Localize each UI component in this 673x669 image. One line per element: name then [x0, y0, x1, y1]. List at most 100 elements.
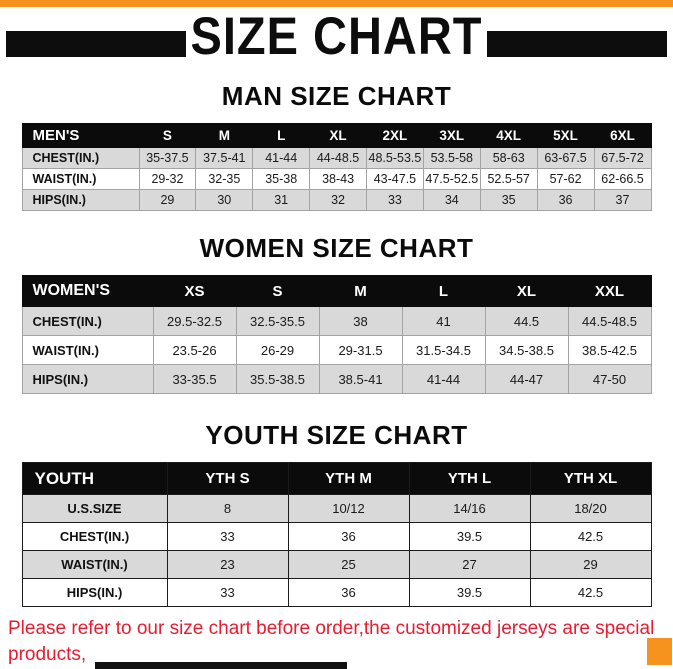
orange-top-bar — [0, 0, 673, 7]
table-cell: 48.5-53.5 — [366, 147, 424, 169]
row-label: HIPS(IN.) — [21, 189, 140, 211]
table-row: CHEST(IN.) 33 36 39.5 42.5 — [21, 522, 652, 551]
table-cell: 53.5-58 — [422, 147, 481, 169]
table-row: HIPS(IN.) 33-35.5 35.5-38.5 38.5-41 41-44 44-… — [21, 364, 652, 394]
footer-note-line1: Please refer to our size chart before or… — [8, 618, 655, 665]
table-cell: 27 — [408, 550, 531, 579]
column-header: M — [318, 275, 403, 307]
table-cell: 33-35.5 — [152, 364, 237, 394]
table-cell: 8 — [166, 494, 289, 523]
footer-note: Please refer to our size chart before or… — [8, 616, 673, 669]
table-cell: 67.5-72 — [593, 147, 652, 169]
column-header: XXL — [567, 275, 652, 307]
table-cell: 34.5-38.5 — [484, 335, 569, 365]
table-cell: 39.5 — [408, 522, 531, 551]
column-header: 2XL — [366, 123, 424, 148]
table-cell: 52.5-57 — [479, 168, 538, 190]
title-row: SIZE CHART — [0, 0, 673, 69]
women-size-table: WOMEN'S XS S M L XL XXL CHEST(IN.) 29.5-32.5 32.5… — [21, 275, 652, 394]
table-cell: 62-66.5 — [593, 168, 652, 190]
table-cell: 34 — [422, 189, 481, 211]
men-size-section: MAN SIZE CHART MEN'S S M L XL 2XL 3XL 4XL 5XL 6XL… — [0, 81, 673, 211]
column-header: YTH L — [408, 462, 531, 495]
table-cell: 38.5-42.5 — [567, 335, 652, 365]
table-header-row: YOUTH YTH S YTH M YTH L YTH XL — [21, 462, 652, 495]
column-header: 3XL — [422, 123, 481, 148]
section-title-youth: YOUTH SIZE CHART — [205, 420, 468, 450]
row-label: HIPS(IN.) — [21, 578, 168, 607]
table-cell: 35 — [479, 189, 538, 211]
row-label: U.S.SIZE — [21, 494, 168, 523]
table-cell: 36 — [287, 578, 410, 607]
table-cell: 26-29 — [235, 335, 320, 365]
table-cell: 32 — [309, 189, 367, 211]
table-row: CHEST(IN.) 29.5-32.5 32.5-35.5 38 41 44.5 44.5… — [21, 306, 652, 336]
section-title-men: MAN SIZE CHART — [221, 81, 452, 111]
table-cell: 29 — [529, 550, 652, 579]
table-title-cell: MEN'S — [21, 123, 140, 148]
column-header: XL — [309, 123, 367, 148]
section-title-women: WOMEN SIZE CHART — [199, 233, 474, 263]
table-cell: 57-62 — [536, 168, 595, 190]
table-cell: 31.5-34.5 — [401, 335, 486, 365]
column-header: 5XL — [536, 123, 595, 148]
table-row: HIPS(IN.) 29 30 31 32 33 34 35 36 37 — [21, 189, 652, 211]
column-header: XS — [152, 275, 237, 307]
row-label: CHEST(IN.) — [21, 147, 140, 169]
table-cell: 35-38 — [252, 168, 311, 190]
table-cell: 35.5-38.5 — [235, 364, 320, 394]
table-row: CHEST(IN.) 35-37.5 37.5-41 41-44 44-48.5 48.5… — [21, 147, 652, 169]
table-cell: 37.5-41 — [195, 147, 254, 169]
youth-size-section: YOUTH SIZE CHART YOUTH YTH S YTH M YTH L YTH… — [0, 420, 673, 607]
table-cell: 44-48.5 — [309, 147, 367, 169]
table-cell: 36 — [536, 189, 595, 211]
table-cell: 31 — [252, 189, 311, 211]
table-cell: 10/12 — [287, 494, 410, 523]
table-cell: 44.5-48.5 — [567, 306, 652, 336]
table-cell: 39.5 — [408, 578, 531, 607]
table-cell: 63-67.5 — [536, 147, 595, 169]
column-header: M — [195, 123, 254, 148]
table-title-cell: YOUTH — [21, 462, 168, 495]
column-header: 4XL — [479, 123, 538, 148]
title-right-black-bar — [487, 31, 667, 57]
women-size-section: WOMEN SIZE CHART WOMEN'S XS S M L XL XXL CHEST(… — [0, 233, 673, 394]
youth-size-table: YOUTH YTH S YTH M YTH L YTH XL U.S.SIZE 8 10/12… — [21, 462, 652, 607]
table-row: WAIST(IN.) 23 25 27 29 — [21, 550, 652, 579]
column-header: YTH S — [166, 462, 289, 495]
table-row: HIPS(IN.) 33 36 39.5 42.5 — [21, 578, 652, 607]
row-label: WAIST(IN.) — [21, 168, 140, 190]
table-cell: 25 — [287, 550, 410, 579]
table-title-cell: WOMEN'S — [21, 275, 154, 307]
bottom-right-orange-square — [647, 638, 672, 665]
table-cell: 29-32 — [138, 168, 197, 190]
column-header: L — [252, 123, 311, 148]
table-cell: 33 — [166, 522, 289, 551]
column-header: S — [138, 123, 197, 148]
table-cell: 32.5-35.5 — [235, 306, 320, 336]
table-cell: 38 — [318, 306, 403, 336]
table-cell: 23 — [166, 550, 289, 579]
table-cell: 42.5 — [529, 522, 652, 551]
table-cell: 14/16 — [408, 494, 531, 523]
column-header: S — [235, 275, 320, 307]
table-cell: 38.5-41 — [318, 364, 403, 394]
row-label: HIPS(IN.) — [21, 364, 154, 394]
table-cell: 18/20 — [529, 494, 652, 523]
table-row: WAIST(IN.) 23.5-26 26-29 29-31.5 31.5-34.5 34… — [21, 335, 652, 365]
table-cell: 41-44 — [401, 364, 486, 394]
table-cell: 37 — [593, 189, 652, 211]
table-cell: 36 — [287, 522, 410, 551]
table-cell: 41-44 — [252, 147, 311, 169]
table-cell: 33 — [166, 578, 289, 607]
bottom-black-bar — [95, 662, 347, 669]
table-cell: 38-43 — [309, 168, 367, 190]
column-header: L — [401, 275, 486, 307]
table-cell: 44.5 — [484, 306, 569, 336]
table-cell: 32-35 — [195, 168, 254, 190]
table-cell: 47.5-52.5 — [422, 168, 481, 190]
column-header: YTH XL — [529, 462, 652, 495]
table-row: WAIST(IN.) 29-32 32-35 35-38 38-43 43-47.5 47.… — [21, 168, 652, 190]
table-cell: 33 — [366, 189, 424, 211]
